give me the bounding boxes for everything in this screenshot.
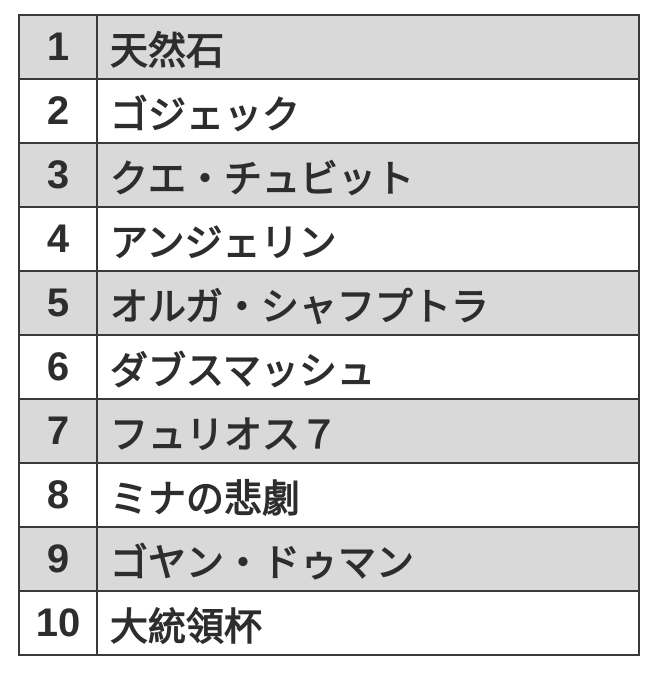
rank-cell: 4	[19, 207, 97, 271]
label-cell: フュリオス７	[97, 399, 639, 463]
table-row: 2 ゴジェック	[19, 79, 639, 143]
rank-cell: 10	[19, 591, 97, 655]
label-cell: クエ・チュビット	[97, 143, 639, 207]
label-cell: ミナの悲劇	[97, 463, 639, 527]
table-row: 10 大統領杯	[19, 591, 639, 655]
table-row: 7 フュリオス７	[19, 399, 639, 463]
rank-cell: 6	[19, 335, 97, 399]
table-row: 5 オルガ・シャフプトラ	[19, 271, 639, 335]
label-cell: ゴヤン・ドゥマン	[97, 527, 639, 591]
table-row: 4 アンジェリン	[19, 207, 639, 271]
label-cell: オルガ・シャフプトラ	[97, 271, 639, 335]
table-row: 3 クエ・チュビット	[19, 143, 639, 207]
label-cell: 天然石	[97, 15, 639, 79]
table-row: 6 ダブスマッシュ	[19, 335, 639, 399]
ranking-table: 1 天然石 2 ゴジェック 3 クエ・チュビット 4 アンジェリン 5 オルガ・…	[18, 14, 640, 656]
label-cell: 大統領杯	[97, 591, 639, 655]
rank-cell: 8	[19, 463, 97, 527]
rank-cell: 2	[19, 79, 97, 143]
table-row: 9 ゴヤン・ドゥマン	[19, 527, 639, 591]
label-cell: ゴジェック	[97, 79, 639, 143]
label-cell: アンジェリン	[97, 207, 639, 271]
label-cell: ダブスマッシュ	[97, 335, 639, 399]
rank-cell: 3	[19, 143, 97, 207]
table-row: 8 ミナの悲劇	[19, 463, 639, 527]
rank-cell: 5	[19, 271, 97, 335]
rank-cell: 9	[19, 527, 97, 591]
ranking-table-container: 1 天然石 2 ゴジェック 3 クエ・チュビット 4 アンジェリン 5 オルガ・…	[0, 0, 655, 670]
rank-cell: 7	[19, 399, 97, 463]
table-row: 1 天然石	[19, 15, 639, 79]
rank-cell: 1	[19, 15, 97, 79]
